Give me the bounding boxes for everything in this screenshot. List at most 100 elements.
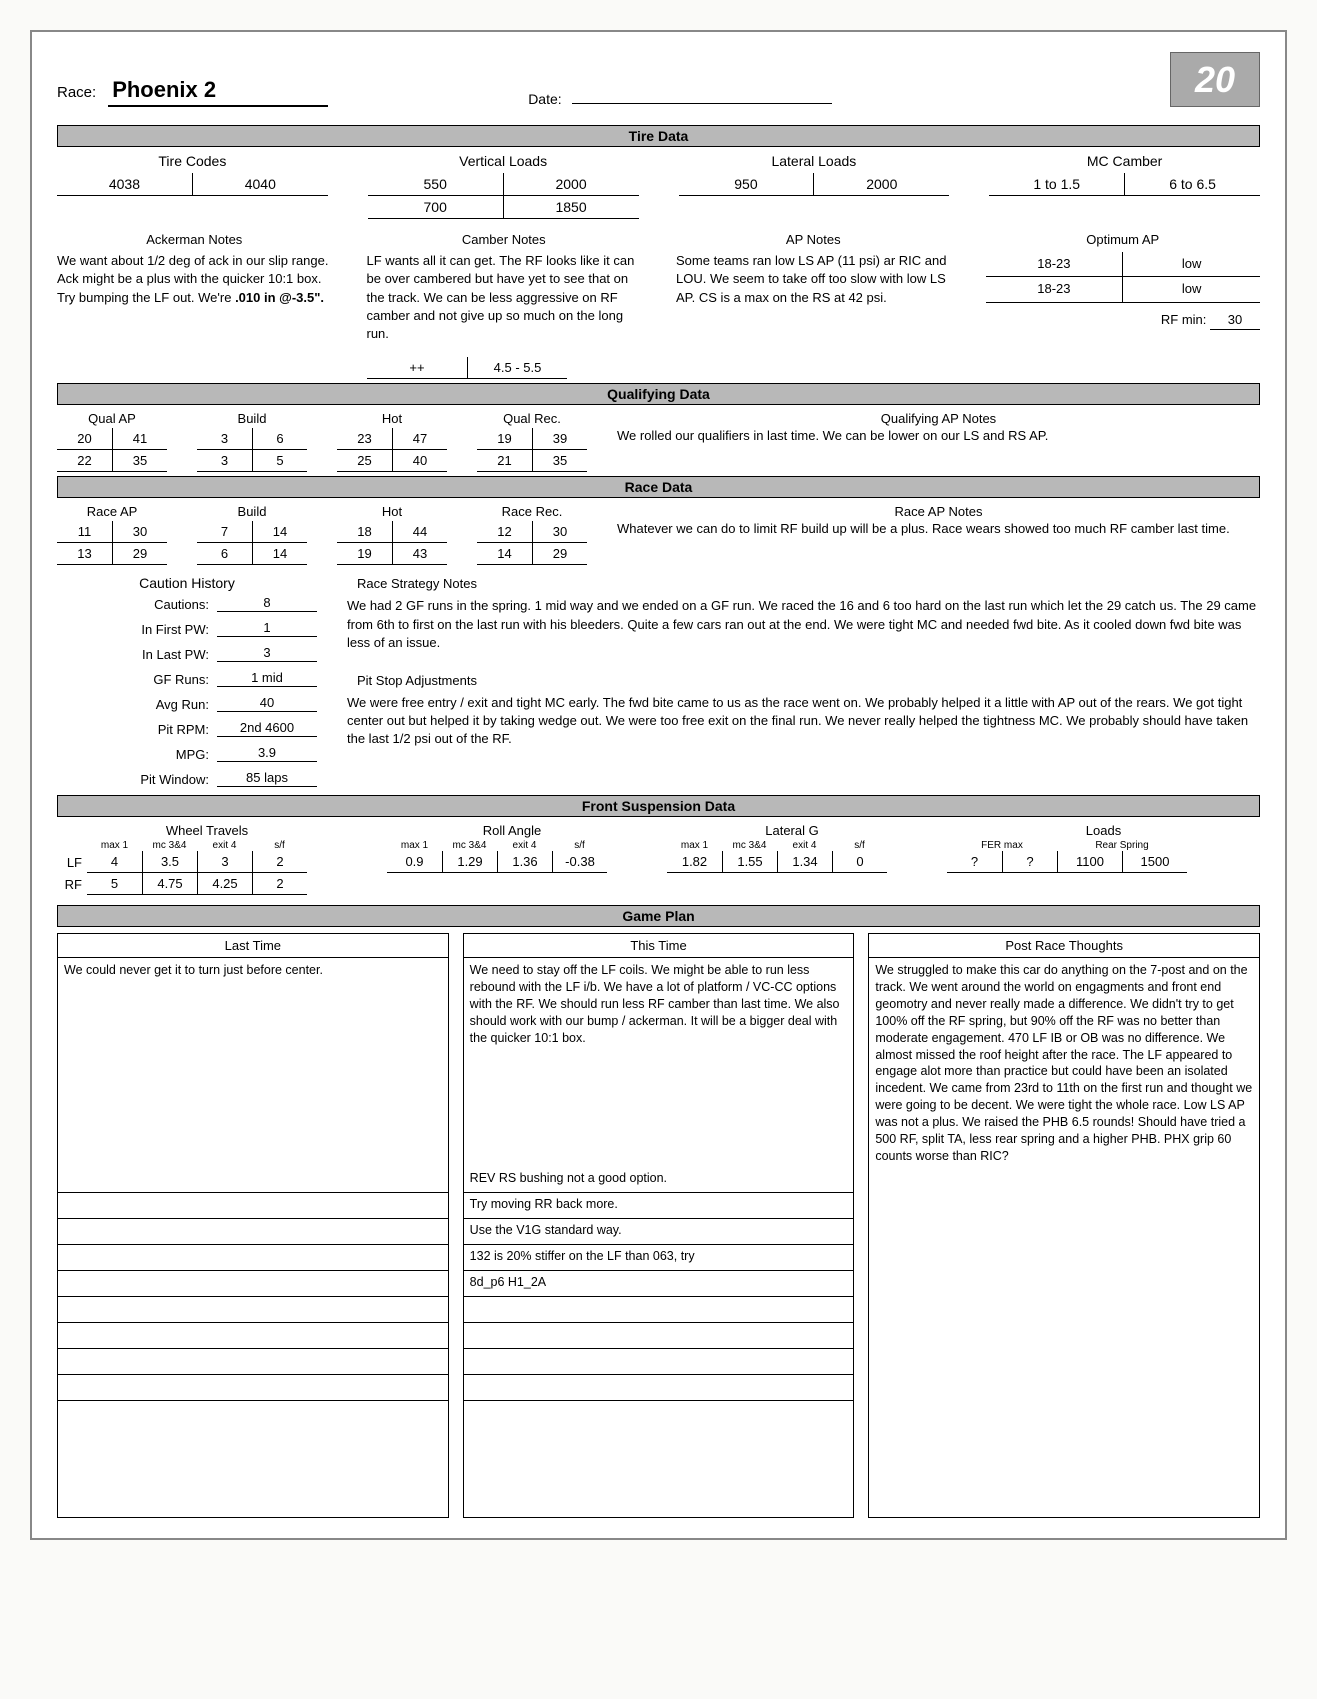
cell: 22 [57,450,112,472]
note-line: Try moving RR back more. [464,1193,854,1219]
caution-row: Pit RPM:2nd 4600 [57,720,317,737]
hd: mc 3&4 [442,840,497,851]
cell: 4.5 - 5.5 [467,357,567,379]
lat-title: Lateral G [667,823,917,838]
cell: 23 [337,428,392,450]
race-row: Race AP 1130 1329 Build 714 614 Hot 1844… [57,504,1260,565]
note-line [58,1323,448,1349]
cell: ? [1002,851,1057,873]
hd: FER max [947,840,1057,851]
cell: 2000 [503,173,639,196]
strategy-col: Race Strategy Notes We had 2 GF runs in … [347,575,1260,795]
caution-title: Caution History [57,575,317,591]
caution-value: 3 [217,645,317,662]
cell: 3 [197,428,252,450]
caution-row: In Last PW:3 [57,645,317,662]
caution-value: 1 [217,620,317,637]
cell: 950 [679,173,814,196]
post-body: We struggled to make this car do anythin… [869,957,1259,1517]
cell: 6 [252,428,307,450]
hd: mc 3&4 [142,840,197,851]
camber-title: MC Camber [989,153,1260,169]
camber-col: MC Camber 1 to 1.5 6 to 6.5 [989,153,1260,219]
note-line [58,1271,448,1297]
last-title: Last Time [58,934,448,957]
cell: 18-23 [986,277,1123,302]
cell: 47 [392,428,447,450]
cell: 18-23 [986,252,1123,277]
cell: low [1122,277,1260,302]
cell: 14 [477,543,532,565]
cell: 13 [57,543,112,565]
race-group: Race: Phoenix 2 [57,77,328,107]
race-hot: Hot 1844 1943 [337,504,447,565]
caution-value: 3.9 [217,745,317,762]
vertical-loads-title: Vertical Loads [368,153,639,169]
lateral-loads-title: Lateral Loads [679,153,950,169]
strategy-title: Race Strategy Notes [357,575,1260,593]
cell: 30 [532,521,587,543]
rf-min-label: RF min: [1161,312,1207,327]
lf-label: LF [57,855,87,870]
car-number-badge: 20 [1170,52,1260,107]
tire-code-left: 4038 [57,173,192,196]
cell: 700 [368,196,503,219]
cell: 44 [392,521,447,543]
note-line [58,1193,448,1219]
race-ap: Race AP 1130 1329 [57,504,167,565]
susp-row: Wheel Travels max 1 mc 3&4 exit 4 s/f LF… [57,823,1260,895]
caution-value: 8 [217,595,317,612]
camber-notes-title: Camber Notes [367,231,642,249]
caution-row: GF Runs:1 mid [57,670,317,687]
note-line: REV RS bushing not a good option. [464,1167,854,1193]
cell: 0 [832,851,887,873]
qual-ap-title: Qual AP [57,411,167,426]
cell: 1.36 [497,851,552,873]
qual-notes-title: Qualifying AP Notes [617,411,1260,426]
hd: exit 4 [197,840,252,851]
camber-notes-body: LF wants all it can get. The RF looks li… [367,252,642,343]
caution-row: MPG:3.9 [57,745,317,762]
race-build-title: Build [197,504,307,519]
tire-code-right: 4040 [192,173,328,196]
ap-notes: AP Notes Some teams ran low LS AP (11 ps… [676,231,951,343]
date-label: Date: [528,91,561,107]
hd: max 1 [667,840,722,851]
hd: Rear Spring [1057,840,1187,851]
caution-row: Avg Run:40 [57,695,317,712]
pit-body: We were free entry / exit and tight MC e… [347,694,1260,749]
header: Race: Phoenix 2 Date: 20 [57,52,1260,107]
cell: 19 [337,543,392,565]
note-line: 8d_p6 H1_2A [464,1271,854,1297]
cell: 4.75 [142,873,197,895]
race-rec: Race Rec. 1230 1429 [477,504,587,565]
cell: 6 to 6.5 [1124,173,1260,196]
race-notes-title: Race AP Notes [617,504,1260,519]
cell: 2 [252,851,307,873]
cell: 7 [197,521,252,543]
ackerman-body: We want about 1/2 deg of ack in our slip… [57,252,332,307]
cell: 4 [87,851,142,873]
hd: s/f [552,840,607,851]
caution-label: Cautions: [57,597,217,612]
this-body: We need to stay off the LF coils. We mig… [464,957,854,1167]
cell: 1.82 [667,851,722,873]
cell: 3.5 [142,851,197,873]
caution-label: MPG: [57,747,217,762]
wheel-title: Wheel Travels [57,823,357,838]
cell: 35 [112,450,167,472]
race-notes-body: Whatever we can do to limit RF build up … [617,521,1260,536]
note-line [58,1375,448,1401]
cell: 43 [392,543,447,565]
pit-title: Pit Stop Adjustments [357,672,1260,690]
note-line [58,1245,448,1271]
caution-label: GF Runs: [57,672,217,687]
last-body: We could never get it to turn just befor… [58,957,448,1167]
this-time-col: This Time We need to stay off the LF coi… [463,933,855,1518]
caution-value: 2nd 4600 [217,720,317,737]
caution-value: 40 [217,695,317,712]
hd: exit 4 [777,840,832,851]
cell: 5 [87,873,142,895]
last-time-col: Last Time We could never get it to turn … [57,933,449,1518]
cell: 14 [252,521,307,543]
